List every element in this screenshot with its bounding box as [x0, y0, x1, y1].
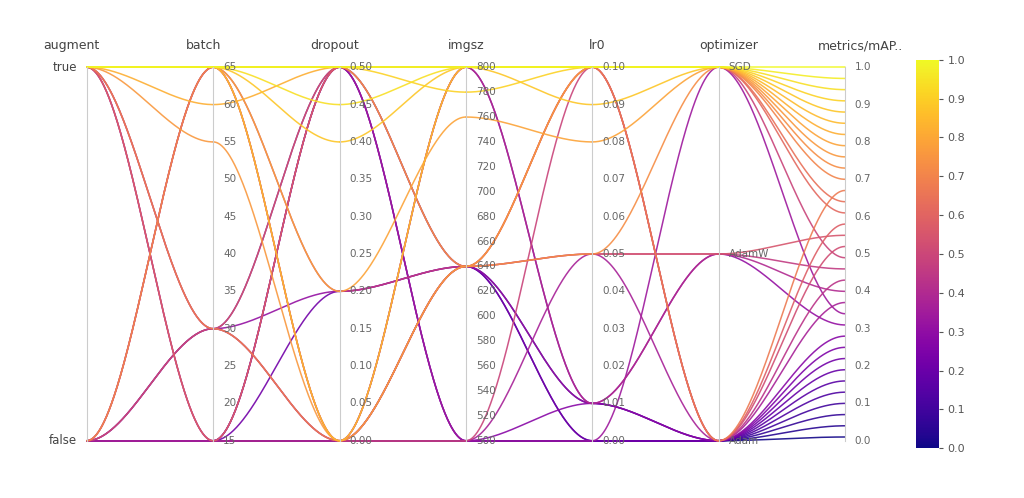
Text: optimizer: optimizer — [699, 39, 758, 52]
Text: SGD: SGD — [728, 62, 752, 72]
Text: 680: 680 — [476, 212, 496, 222]
Text: 0.25: 0.25 — [349, 249, 373, 259]
Text: 0.00: 0.00 — [602, 436, 625, 446]
Text: 620: 620 — [476, 286, 496, 296]
Text: 560: 560 — [476, 361, 496, 371]
Text: 640: 640 — [476, 261, 496, 271]
Text: 0.9: 0.9 — [855, 100, 871, 110]
Text: 0.01: 0.01 — [602, 398, 625, 408]
Text: 0.20: 0.20 — [349, 286, 373, 296]
Text: 0.15: 0.15 — [349, 324, 373, 334]
Text: 0.2: 0.2 — [855, 361, 871, 371]
Text: 0.30: 0.30 — [349, 212, 373, 222]
Text: 65: 65 — [223, 62, 237, 72]
Text: 0.1: 0.1 — [855, 398, 871, 408]
Text: 0.02: 0.02 — [602, 361, 625, 371]
Text: 600: 600 — [476, 311, 496, 321]
Text: 520: 520 — [476, 411, 496, 421]
Text: false: false — [49, 434, 77, 447]
Text: 15: 15 — [223, 436, 237, 446]
Text: augment: augment — [44, 39, 99, 52]
Text: 0.3: 0.3 — [855, 324, 871, 334]
Text: 0.04: 0.04 — [602, 286, 625, 296]
Text: imgsz: imgsz — [447, 39, 484, 52]
Text: 35: 35 — [223, 286, 237, 296]
Text: 660: 660 — [476, 237, 496, 247]
Text: 0.09: 0.09 — [602, 100, 625, 110]
Text: 0.03: 0.03 — [602, 324, 625, 334]
Text: 0.7: 0.7 — [855, 174, 871, 184]
Text: dropout: dropout — [310, 39, 358, 52]
Text: 0.0: 0.0 — [855, 436, 871, 446]
Text: AdamW: AdamW — [728, 249, 769, 259]
Text: batch: batch — [185, 39, 221, 52]
Text: 55: 55 — [223, 137, 237, 147]
Text: 720: 720 — [476, 162, 496, 172]
Text: 740: 740 — [476, 137, 496, 147]
Text: 800: 800 — [476, 62, 496, 72]
Text: 0.06: 0.06 — [602, 212, 625, 222]
Text: 0.40: 0.40 — [349, 137, 373, 147]
Text: 0.08: 0.08 — [602, 137, 625, 147]
Text: 0.10: 0.10 — [349, 361, 373, 371]
Text: 780: 780 — [476, 87, 496, 97]
Text: 0.5: 0.5 — [855, 249, 871, 259]
Text: 0.4: 0.4 — [855, 286, 871, 296]
Text: 60: 60 — [223, 100, 237, 110]
Text: 540: 540 — [476, 386, 496, 396]
Text: 20: 20 — [223, 398, 237, 408]
Text: 0.10: 0.10 — [602, 62, 625, 72]
Text: 0.05: 0.05 — [602, 249, 625, 259]
Text: 0.8: 0.8 — [855, 137, 871, 147]
Text: 760: 760 — [476, 112, 496, 122]
Text: true: true — [52, 61, 77, 74]
Text: 0.05: 0.05 — [349, 398, 373, 408]
Text: 40: 40 — [223, 249, 237, 259]
Text: 45: 45 — [223, 212, 237, 222]
Text: 580: 580 — [476, 336, 496, 346]
Text: 0.6: 0.6 — [855, 212, 871, 222]
Text: 50: 50 — [223, 174, 237, 184]
Text: Adam: Adam — [728, 436, 759, 446]
Text: lr0: lr0 — [589, 39, 605, 52]
Text: 0.35: 0.35 — [349, 174, 373, 184]
Text: 0.45: 0.45 — [349, 100, 373, 110]
Text: 500: 500 — [476, 436, 496, 446]
Text: 700: 700 — [476, 187, 496, 197]
Text: metrics/mAP..: metrics/mAP.. — [817, 39, 903, 52]
Text: 0.00: 0.00 — [349, 436, 373, 446]
Text: 1.0: 1.0 — [855, 62, 871, 72]
Text: 25: 25 — [223, 361, 237, 371]
Text: 0.50: 0.50 — [349, 62, 373, 72]
Text: 30: 30 — [223, 324, 237, 334]
Text: 0.07: 0.07 — [602, 174, 625, 184]
